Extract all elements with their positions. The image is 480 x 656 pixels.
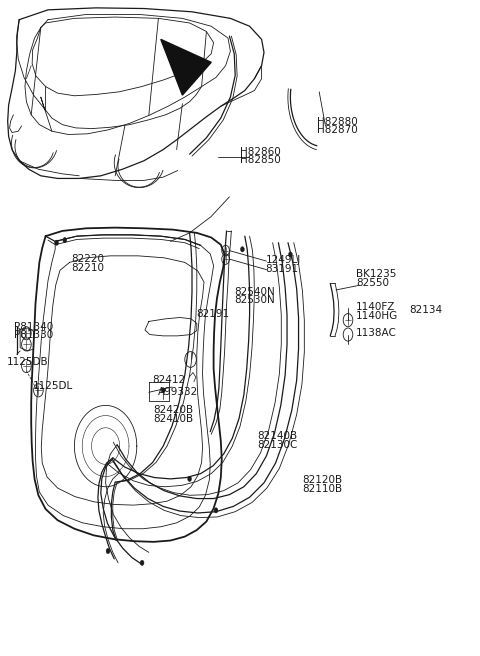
Text: BK1235: BK1235: [356, 269, 396, 279]
Text: A99332: A99332: [158, 386, 199, 397]
Text: 82130C: 82130C: [257, 440, 297, 450]
Text: H82850: H82850: [240, 155, 281, 165]
Text: 82120B: 82120B: [302, 475, 343, 485]
Circle shape: [188, 476, 192, 482]
Text: 1140FZ: 1140FZ: [356, 302, 396, 312]
Circle shape: [214, 508, 218, 513]
Text: 82191: 82191: [196, 308, 229, 319]
Text: 82412: 82412: [153, 375, 186, 386]
Polygon shape: [161, 39, 211, 95]
Text: 82210: 82210: [71, 262, 104, 273]
Text: 1249LJ: 1249LJ: [265, 255, 300, 266]
Text: P81330: P81330: [14, 330, 54, 340]
Text: 82140B: 82140B: [257, 431, 297, 441]
Text: 83191: 83191: [265, 264, 299, 274]
Text: 82540N: 82540N: [234, 287, 275, 297]
Circle shape: [140, 560, 144, 565]
Circle shape: [106, 548, 110, 554]
Text: 1125DL: 1125DL: [33, 380, 73, 391]
Circle shape: [240, 247, 244, 252]
Text: 82550: 82550: [356, 277, 389, 288]
Text: 82530N: 82530N: [234, 295, 275, 306]
Text: 1125DB: 1125DB: [7, 357, 48, 367]
Circle shape: [63, 237, 67, 243]
Text: H82860: H82860: [240, 147, 281, 157]
Text: H82880: H82880: [317, 117, 358, 127]
Text: 82220: 82220: [71, 254, 104, 264]
Text: 82410B: 82410B: [154, 413, 194, 424]
Text: 1140HG: 1140HG: [356, 310, 398, 321]
Text: 1138AC: 1138AC: [356, 328, 397, 338]
Circle shape: [161, 388, 165, 393]
Circle shape: [288, 252, 292, 257]
Text: 82110B: 82110B: [302, 483, 343, 494]
Circle shape: [55, 240, 59, 245]
Text: 82420B: 82420B: [154, 405, 194, 415]
Text: H82870: H82870: [317, 125, 358, 135]
Text: P81340: P81340: [14, 321, 54, 332]
Text: 82134: 82134: [409, 305, 442, 316]
